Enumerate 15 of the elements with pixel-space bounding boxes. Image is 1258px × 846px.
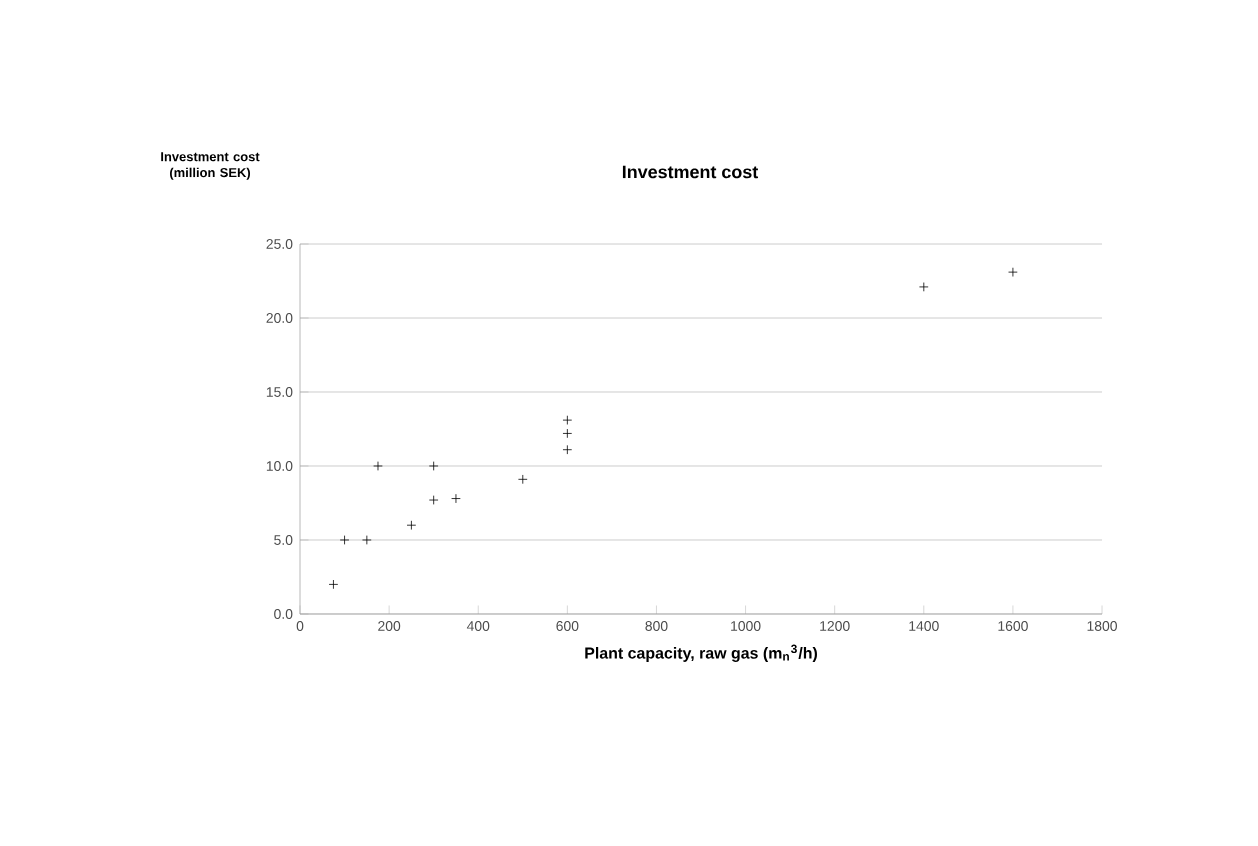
point	[919, 282, 929, 292]
point	[406, 520, 417, 530]
point	[428, 495, 439, 505]
point	[328, 579, 339, 590]
point	[518, 474, 528, 485]
point	[428, 461, 439, 471]
point	[373, 461, 383, 471]
point	[451, 493, 461, 504]
chart-title: Investment cost	[622, 165, 759, 179]
point	[339, 535, 350, 545]
point	[562, 428, 573, 439]
point	[362, 535, 372, 545]
point	[1008, 267, 1018, 277]
point	[562, 444, 573, 455]
point	[562, 415, 573, 425]
